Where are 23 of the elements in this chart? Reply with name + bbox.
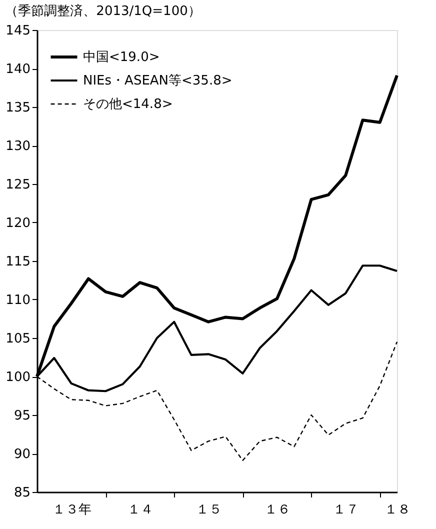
y-tick-label: 105 bbox=[6, 332, 30, 346]
y-tick-label: 135 bbox=[6, 100, 30, 116]
y-tick-label: 110 bbox=[6, 293, 30, 308]
chart-subtitle: （季節調整済、2013/1Q=100） bbox=[5, 3, 201, 19]
legend-label: 中国<19.0> bbox=[83, 50, 160, 65]
y-tick-label: 95 bbox=[14, 408, 30, 424]
y-tick-label: 130 bbox=[6, 139, 30, 154]
y-tick-label: 120 bbox=[6, 216, 30, 231]
x-tick-label: １７ bbox=[333, 502, 360, 518]
y-tick-label: 140 bbox=[6, 62, 30, 77]
y-tick-label: 125 bbox=[6, 178, 30, 192]
x-tick-label: １３年 bbox=[52, 502, 92, 518]
x-tick-label: １４ bbox=[127, 502, 154, 518]
y-tick-label: 100 bbox=[6, 370, 30, 385]
x-tick-label: １８ bbox=[384, 502, 410, 518]
y-tick-label: 90 bbox=[14, 447, 30, 462]
x-tick-label: １６ bbox=[264, 502, 290, 518]
y-tick-label: 115 bbox=[6, 254, 30, 270]
legend-label: NIEs・ASEAN等<35.8> bbox=[83, 74, 232, 88]
legend-label: その他<14.8> bbox=[83, 97, 173, 112]
x-tick-label: １５ bbox=[196, 502, 222, 518]
y-tick-label: 145 bbox=[6, 24, 30, 38]
y-tick-label: 85 bbox=[14, 486, 30, 500]
